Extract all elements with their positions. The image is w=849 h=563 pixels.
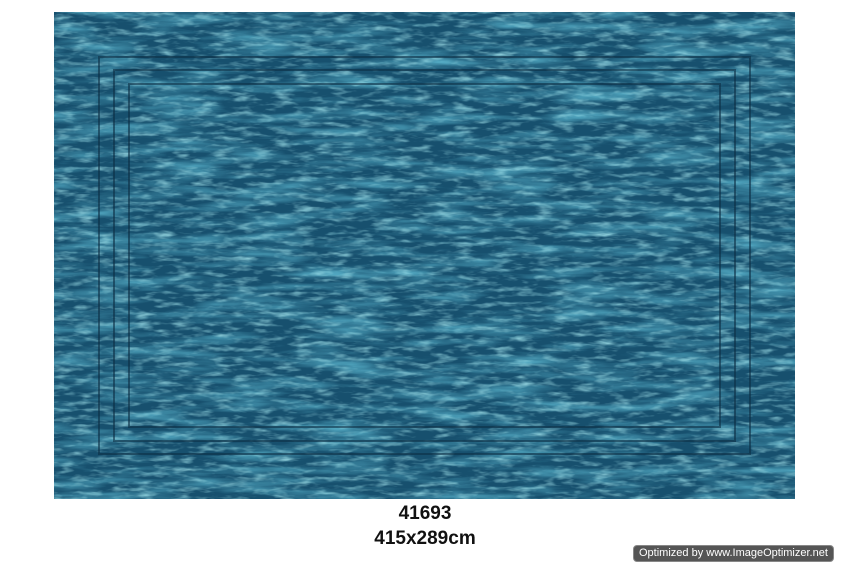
rug-highlights <box>54 12 795 499</box>
product-size: 415x289cm <box>374 528 476 549</box>
product-code: 41693 <box>398 503 452 524</box>
rug-photo <box>54 12 795 499</box>
watermark-badge: Optimized by www.ImageOptimizer.net <box>633 545 834 562</box>
rug-border-lines <box>98 56 751 455</box>
